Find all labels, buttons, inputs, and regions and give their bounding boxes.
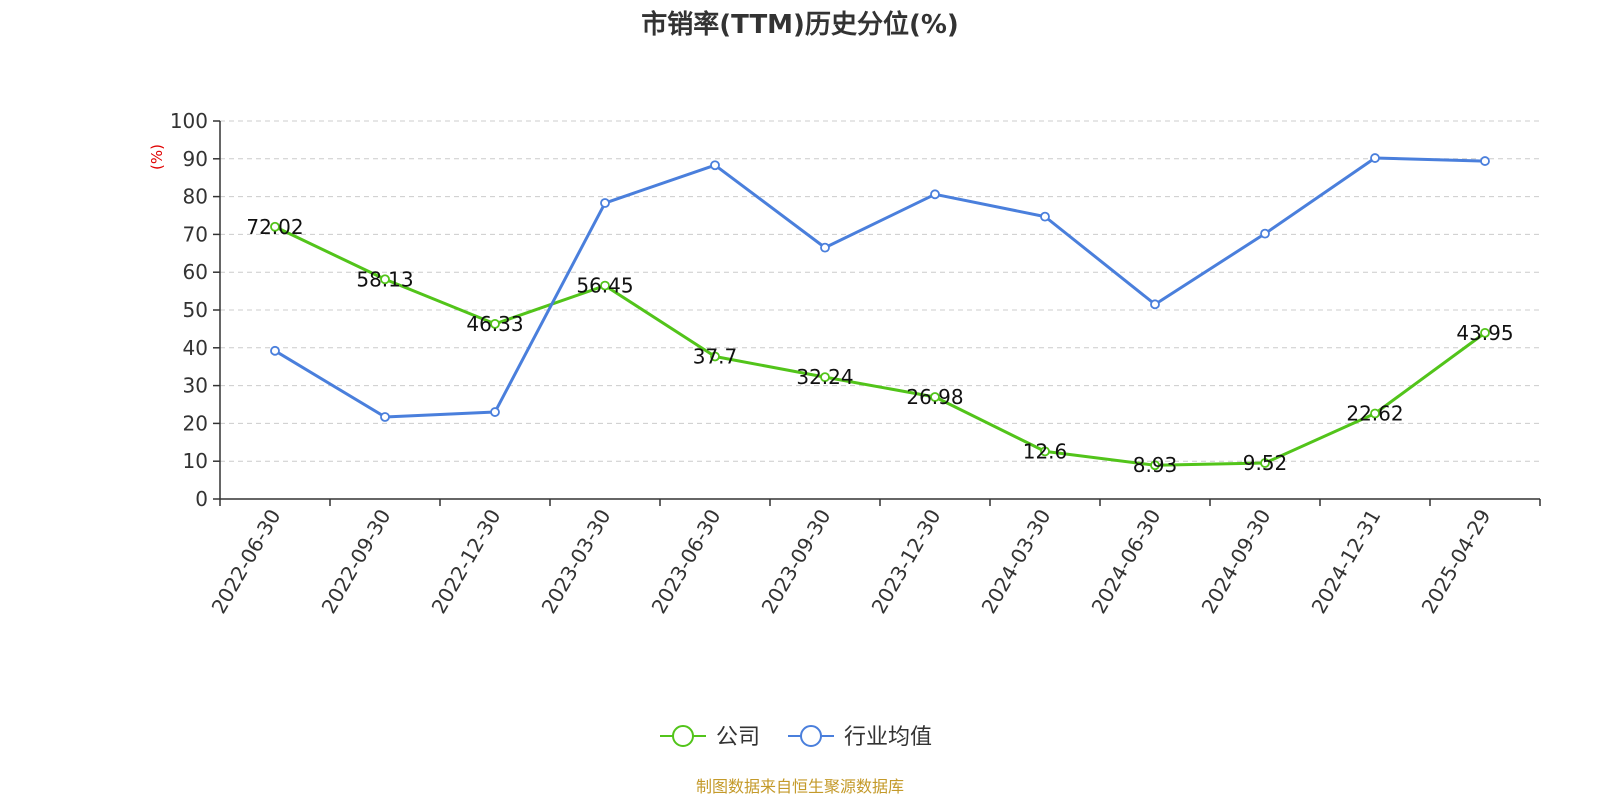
- data-point[interactable]: [1150, 460, 1160, 471]
- data-label: 46.33: [466, 312, 523, 336]
- x-tick-label: 2022-06-30: [206, 505, 285, 618]
- legend-swatch-marker: [800, 725, 822, 747]
- data-point[interactable]: [270, 221, 280, 232]
- data-label: 56.45: [576, 274, 633, 298]
- y-tick-label: 20: [183, 411, 208, 435]
- legend-label: 公司: [716, 725, 760, 750]
- y-tick-label: 70: [183, 222, 208, 246]
- data-labels-layer: 72.02 58.13 46.33 56.45 37.7 32.24 26.98 12.6 8.…: [246, 215, 1513, 477]
- data-point[interactable]: [490, 318, 500, 329]
- x-tick-label: 2024-12-31: [1306, 505, 1385, 618]
- data-point[interactable]: [1150, 299, 1160, 310]
- data-point[interactable]: [1480, 156, 1490, 166]
- data-label: 58.13: [356, 267, 413, 291]
- x-tick-label: 2023-03-30: [536, 505, 615, 618]
- data-label: 37.7: [693, 344, 738, 368]
- y-tick-label: 0: [195, 487, 208, 511]
- data-point[interactable]: [1480, 327, 1490, 338]
- y-tick-label: 50: [183, 298, 208, 322]
- data-point[interactable]: [600, 198, 610, 208]
- data-point[interactable]: [490, 407, 500, 417]
- data-point[interactable]: [1040, 211, 1050, 222]
- data-point[interactable]: [380, 274, 390, 285]
- data-point[interactable]: [1260, 228, 1270, 239]
- series-layer: [270, 153, 1490, 471]
- data-point[interactable]: [1260, 458, 1270, 468]
- x-tick-label: 2024-03-30: [976, 505, 1055, 618]
- series-line: [274, 225, 1486, 467]
- y-tick-label: 30: [183, 374, 208, 398]
- x-tick-label: 2022-12-30: [426, 505, 505, 618]
- data-point[interactable]: [380, 412, 390, 422]
- data-label: 22.62: [1346, 401, 1403, 425]
- data-point[interactable]: [820, 242, 830, 253]
- data-label: 26.98: [906, 385, 963, 409]
- x-tick-label: 2024-09-30: [1196, 505, 1275, 618]
- data-label: 12.6: [1023, 439, 1068, 463]
- data-point[interactable]: [1370, 408, 1380, 419]
- y-axis-label: (%): [148, 144, 166, 170]
- data-label: 72.02: [246, 215, 303, 239]
- y-tick-label: 10: [183, 449, 208, 473]
- x-tick-label: 2023-09-30: [756, 505, 835, 618]
- y-tick-label: 100: [170, 109, 208, 133]
- data-point[interactable]: [820, 372, 830, 383]
- chart-title: 市销率(TTM)历史分位(%): [641, 9, 959, 40]
- y-tick-label: 80: [183, 185, 208, 209]
- data-point[interactable]: [600, 280, 610, 291]
- y-tick-label: 90: [183, 147, 208, 171]
- data-point[interactable]: [710, 160, 720, 171]
- legend-label: 行业均值: [844, 725, 932, 750]
- x-tick-label: 2022-09-30: [316, 505, 395, 618]
- y-tick-label: 60: [183, 260, 208, 284]
- legend[interactable]: 公司 行业均值: [660, 725, 932, 750]
- data-label: 43.95: [1456, 321, 1513, 345]
- data-point[interactable]: [930, 189, 940, 200]
- x-tick-label: 2024-06-30: [1086, 505, 1165, 618]
- source-note: 制图数据来自恒生聚源数据库: [696, 777, 904, 796]
- data-label: 8.93: [1133, 453, 1178, 477]
- data-point[interactable]: [1040, 446, 1050, 457]
- x-tick-label: 2023-06-30: [646, 505, 725, 618]
- grid-lines: [220, 120, 1540, 462]
- data-point[interactable]: [270, 345, 280, 356]
- legend-swatch-marker: [672, 725, 694, 747]
- x-tick-label: 2025-04-29: [1416, 505, 1495, 618]
- data-point[interactable]: [710, 351, 720, 362]
- data-point[interactable]: [930, 392, 940, 402]
- data-label: 32.24: [796, 365, 853, 389]
- legend-item[interactable]: 公司: [660, 725, 760, 750]
- legend-item[interactable]: 行业均值: [788, 725, 932, 750]
- y-tick-label: 40: [183, 336, 208, 360]
- series-line: [274, 156, 1486, 419]
- data-point[interactable]: [1370, 153, 1380, 163]
- data-label: 9.52: [1243, 451, 1288, 475]
- x-tick-label: 2023-12-30: [866, 505, 945, 618]
